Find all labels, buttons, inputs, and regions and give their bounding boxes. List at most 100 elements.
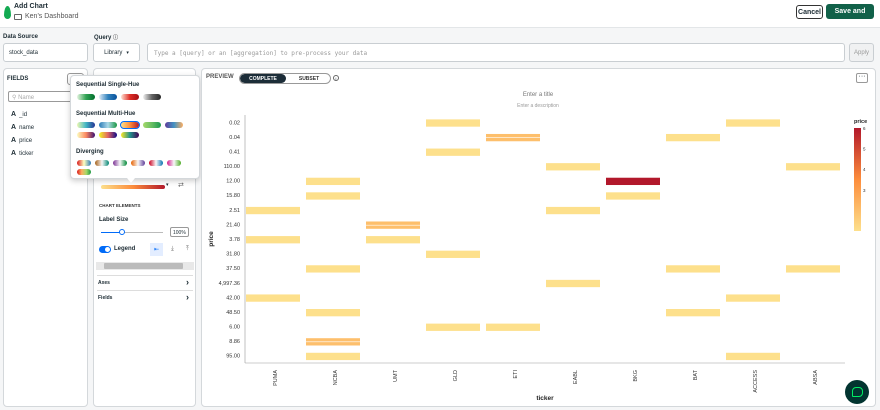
field-item[interactable]: A _id (11, 111, 27, 118)
palette-swatch[interactable] (77, 160, 91, 166)
tab-subset[interactable]: SUBSET (298, 75, 320, 82)
assistant-chat-button[interactable] (845, 380, 869, 404)
palette-swatch[interactable] (113, 160, 127, 166)
fields-accordion[interactable]: Fields › (97, 290, 193, 304)
selected-palette[interactable] (101, 185, 165, 189)
palette-swatch-selected[interactable] (120, 121, 140, 129)
apply-button[interactable]: Apply (849, 43, 874, 62)
palette-swatch[interactable] (121, 94, 139, 100)
sequential-single-hue-heading: Sequential Single-Hue (76, 82, 140, 88)
fields-panel (3, 68, 88, 407)
heatmap-cell[interactable] (366, 236, 420, 244)
heatmap-cell[interactable] (306, 309, 360, 317)
legend-position-bottom-button[interactable]: ⤓ (171, 246, 174, 252)
reverse-palette-icon[interactable]: ⇄ (178, 182, 184, 189)
info-icon[interactable]: i (333, 75, 339, 81)
y-tick-label: 15.80 (226, 193, 240, 199)
label-size-slider[interactable] (101, 232, 163, 233)
heatmap-cell[interactable] (786, 163, 840, 171)
y-tick-label: 48.50 (226, 310, 240, 316)
string-type-icon: A (11, 150, 17, 157)
heatmap-cell[interactable] (726, 352, 780, 361)
heatmap-cell[interactable] (546, 163, 600, 171)
dashboard-icon (14, 13, 22, 20)
chart-description-input[interactable]: Enter a description (517, 103, 559, 109)
palette-swatch[interactable] (99, 94, 117, 100)
heatmap-cell[interactable] (666, 265, 720, 273)
info-icon: ⓘ (113, 35, 119, 41)
heatmap-cell[interactable] (486, 323, 540, 331)
chart-title-input[interactable]: Enter a title (522, 92, 554, 98)
heatmap-cell[interactable] (606, 192, 660, 200)
field-name: ticker (19, 150, 34, 157)
heatmap-cell[interactable] (246, 206, 300, 215)
legend-tick-label: 6 (863, 126, 866, 131)
heatmap-cell[interactable] (426, 119, 480, 127)
heatmap-cell[interactable] (786, 265, 840, 273)
heatmap-cell[interactable] (546, 206, 600, 215)
heatmap-cell[interactable] (606, 177, 660, 186)
heatmap-cell[interactable] (426, 250, 480, 258)
field-search-placeholder: Name (18, 95, 35, 101)
palette-dropdown-icon[interactable]: ▾ (166, 182, 169, 188)
y-tick-label: 6.00 (229, 325, 240, 331)
y-tick-label: 95.00 (226, 354, 240, 360)
fields-accordion-label: Fields (98, 295, 113, 301)
legend-position-left-button[interactable]: ⇤ (150, 243, 163, 256)
palette-swatch[interactable] (121, 132, 139, 138)
fields-title: FIELDS (7, 76, 29, 82)
heatmap-cell[interactable] (246, 236, 300, 244)
axes-accordion[interactable]: Axes › (97, 275, 193, 289)
palette-swatch[interactable] (99, 132, 117, 138)
heatmap-cell[interactable] (666, 133, 720, 142)
legend-position-top-button[interactable]: ⤒ (186, 246, 189, 252)
label-size-slider-handle[interactable] (119, 229, 125, 235)
field-name: _id (19, 111, 28, 118)
palette-swatch[interactable] (77, 132, 95, 138)
cancel-button[interactable]: Cancel (796, 5, 823, 19)
heatmap-cell[interactable] (306, 352, 360, 361)
save-button[interactable]: Save and (826, 4, 874, 19)
heatmap-cell[interactable] (426, 148, 480, 156)
y-tick-label: 2.51 (229, 208, 240, 214)
palette-swatch[interactable] (77, 122, 95, 128)
more-options-icon[interactable]: ··· (856, 73, 868, 83)
top-bar (0, 0, 880, 28)
heatmap-cell[interactable] (306, 192, 360, 200)
palette-swatch[interactable] (131, 160, 145, 166)
library-button[interactable]: Library ▾ (93, 43, 140, 62)
heatmap-cell[interactable] (726, 294, 780, 302)
y-axis-title: price (208, 231, 215, 247)
palette-swatch[interactable] (149, 160, 163, 166)
legend-tick-label: 3 (863, 188, 866, 193)
palette-swatch[interactable] (167, 160, 181, 166)
palette-swatch[interactable] (143, 122, 161, 128)
heatmap-cell[interactable] (306, 265, 360, 273)
data-source-select[interactable]: stock_data (3, 43, 88, 62)
breadcrumb[interactable]: Ken's Dashboard (14, 13, 78, 20)
y-tick-label: 0.02 (229, 120, 240, 126)
query-input[interactable]: Type a [query] or an [aggregation] to pr… (147, 43, 845, 62)
heatmap-cell[interactable] (666, 309, 720, 317)
label-size-input[interactable]: 100% (170, 227, 189, 237)
palette-swatch[interactable] (77, 94, 95, 100)
scrollbar-thumb[interactable] (104, 263, 183, 269)
tab-complete[interactable]: COMPLETE (240, 74, 286, 83)
palette-swatch[interactable] (95, 160, 109, 166)
palette-swatch[interactable] (165, 122, 183, 128)
heatmap-cell[interactable] (306, 177, 360, 186)
sequential-multi-hue-heading: Sequential Multi-Hue (76, 111, 136, 117)
legend-toggle[interactable] (99, 246, 111, 253)
palette-swatch[interactable] (143, 94, 161, 100)
heatmap-cell[interactable] (426, 323, 480, 331)
palette-swatch[interactable] (99, 122, 117, 128)
palette-swatch[interactable] (77, 169, 91, 175)
heatmap-cell[interactable] (546, 279, 600, 288)
sample-mode-tabs: COMPLETE SUBSET (239, 73, 331, 84)
heatmap-cell[interactable] (246, 294, 300, 302)
label-size-label: Label Size (99, 217, 129, 223)
heatmap-cell[interactable] (726, 119, 780, 127)
